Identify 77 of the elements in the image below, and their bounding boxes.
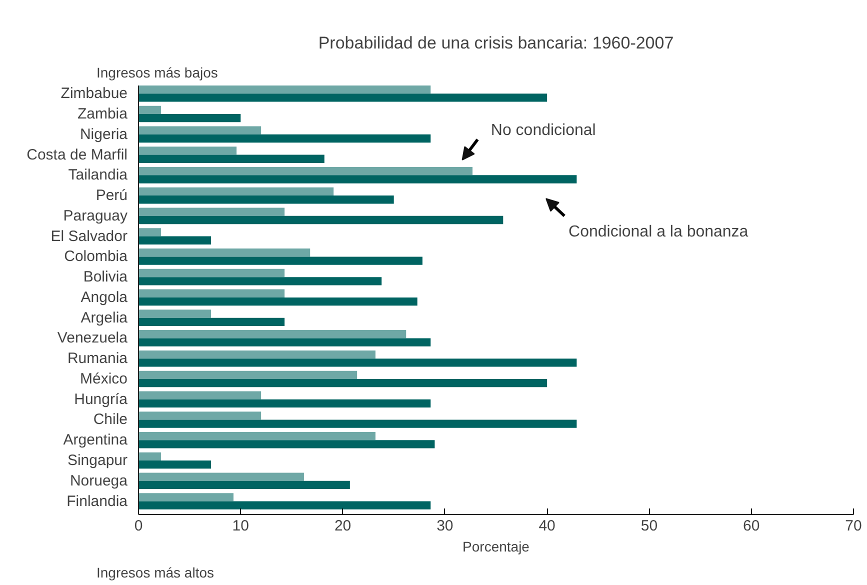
y-tick-label: Noruega (70, 472, 128, 490)
bar (138, 338, 431, 346)
bar (138, 106, 161, 114)
bar (138, 480, 350, 490)
bar (138, 472, 304, 481)
text: Ingresos más bajos (96, 64, 218, 80)
y-tick-label: Tailandia (68, 166, 128, 184)
bar (138, 134, 431, 143)
y-tick-label: Bolivia (83, 268, 128, 286)
x-tick-label: 70 (845, 518, 862, 534)
y-tick-label: Paraguay (63, 207, 128, 224)
bar (138, 493, 234, 502)
bar (138, 216, 504, 224)
bar (138, 114, 241, 122)
y-tick-label: Argentina (63, 432, 128, 449)
bar (138, 378, 548, 388)
y-tick-label: Chile (93, 411, 128, 428)
bar (138, 236, 212, 244)
bar (138, 440, 435, 448)
bar (138, 460, 212, 469)
x-tick-label: 0 (134, 518, 143, 534)
x-tick-label: 10 (232, 518, 249, 534)
y-tick-label: Rumania (67, 350, 128, 368)
bar (138, 196, 394, 204)
bar (138, 452, 161, 460)
bar (138, 391, 262, 400)
x-tick-label: 30 (436, 518, 454, 534)
y-tick-label: Hungría (74, 390, 128, 408)
bar (138, 277, 382, 286)
x-axis-title: Porcentaje (462, 538, 530, 554)
bar (138, 310, 212, 318)
bar (138, 358, 577, 367)
x-tick-label: 50 (640, 518, 658, 534)
text: Ingresos más altos (96, 564, 214, 580)
bar (138, 228, 161, 236)
bar (138, 420, 577, 428)
y-tick-label: Zimbabue (60, 85, 128, 102)
x-tick-label: 60 (743, 518, 760, 534)
bar (138, 256, 422, 265)
y-tick-label: Colombia (64, 248, 128, 266)
bar (138, 167, 473, 176)
bar (138, 154, 324, 163)
bar (138, 126, 262, 134)
bar (138, 350, 376, 359)
y-tick-label: Costa de Marfil (26, 146, 128, 164)
y-tick-label: México (80, 370, 128, 388)
y-tick-label: Venezuela (57, 330, 128, 347)
y-tick-label: Perú (96, 187, 128, 204)
y-tick-label: El Salvador (50, 228, 128, 245)
y-tick-label: Argelia (80, 309, 128, 326)
bar (138, 370, 358, 379)
bar (138, 248, 310, 257)
text: Condicional a la bonanza (568, 224, 748, 241)
x-tick-label: 40 (538, 518, 556, 534)
bar (138, 268, 285, 278)
y-tick-label: Singapur (67, 452, 128, 469)
y-tick-label: Nigeria (80, 126, 128, 143)
bar (138, 86, 431, 94)
chart-title: Probabilidad de una crisis bancaria: 1960-2007 (318, 34, 674, 52)
x-tick-label: 20 (334, 518, 352, 534)
bar (138, 146, 237, 155)
bar (138, 330, 406, 338)
bar (138, 501, 431, 510)
bar (138, 412, 262, 420)
bar (138, 208, 285, 216)
bar (138, 318, 285, 326)
bar (138, 297, 418, 306)
y-tick-label: Zambia (77, 106, 128, 123)
y-tick-label: Angola (80, 288, 128, 306)
bar (138, 399, 431, 408)
bar (138, 187, 334, 196)
bar (138, 175, 577, 184)
text: No condicional (490, 122, 596, 139)
bar (138, 94, 548, 102)
bar (138, 289, 285, 298)
y-tick-label: Finlandia (66, 492, 128, 510)
bar (138, 432, 376, 440)
